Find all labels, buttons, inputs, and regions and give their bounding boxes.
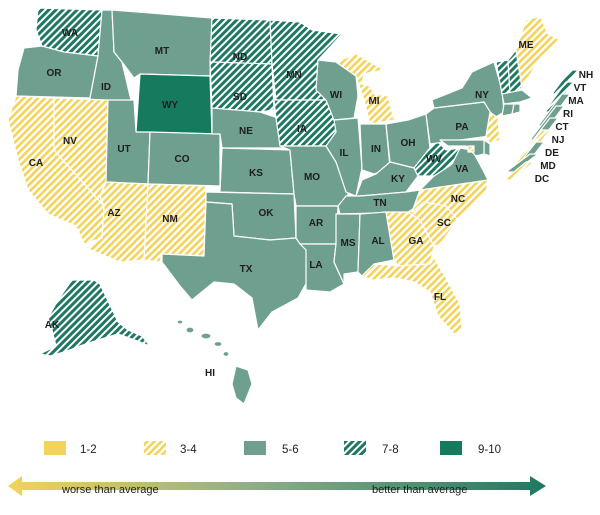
label-NV: NV: [63, 136, 77, 147]
label-ME: ME: [519, 40, 534, 51]
state-MT[interactable]: [111, 9, 213, 79]
legend-label-1-2: 1-2: [80, 444, 97, 456]
label-KY: KY: [391, 174, 405, 185]
label-MI: MI: [368, 96, 379, 107]
label-PA: PA: [455, 122, 468, 133]
label-NH: NH: [579, 70, 593, 81]
label-SD: SD: [233, 92, 247, 103]
legend-swatch-5-6: [244, 441, 266, 455]
legend-item-5-6: 5-6: [244, 441, 299, 456]
state-NJ[interactable]: [485, 111, 501, 145]
label-AR: AR: [309, 218, 324, 229]
label-AK: AK: [45, 320, 60, 331]
label-KS: KS: [249, 168, 263, 179]
label-VT: VT: [574, 83, 587, 94]
label-FL: FL: [434, 292, 446, 303]
scale-arrow: worse than average better than average: [8, 476, 546, 496]
legend-label-7-8: 7-8: [382, 444, 399, 456]
label-OR: OR: [47, 68, 63, 79]
label-ND: ND: [233, 52, 247, 63]
label-CA: CA: [29, 158, 43, 169]
label-MT: MT: [155, 46, 169, 57]
state-MA[interactable]: [501, 89, 533, 105]
label-NE: NE: [239, 126, 253, 137]
state-ME[interactable]: [515, 15, 561, 89]
northeast-callout: [503, 69, 579, 181]
legend-swatch-7-8: [344, 441, 366, 455]
legend-swatch-9-10: [440, 441, 462, 455]
legend-item-3-4: 3-4: [144, 441, 197, 456]
state-WV[interactable]: [413, 139, 461, 177]
label-DE: DE: [545, 148, 559, 159]
state-RI[interactable]: [511, 103, 521, 115]
label-LA: LA: [309, 260, 322, 271]
legend-swatch-3-4: [144, 441, 166, 455]
label-AL: AL: [371, 236, 384, 247]
label-DC: DC: [535, 174, 549, 185]
state-IL[interactable]: [325, 117, 363, 197]
state-NE[interactable]: [211, 107, 289, 149]
label-GA: GA: [409, 236, 424, 247]
label-MS: MS: [341, 238, 356, 249]
label-MA: MA: [568, 96, 584, 107]
state-IA[interactable]: [273, 99, 337, 147]
label-MO: MO: [304, 172, 320, 183]
label-IN: IN: [371, 144, 381, 155]
label-WI: WI: [330, 90, 342, 101]
label-OH: OH: [401, 138, 416, 149]
label-AZ: AZ: [107, 208, 120, 219]
label-MD: MD: [540, 161, 556, 172]
label-CO: CO: [175, 154, 190, 165]
label-RI: RI: [563, 109, 573, 120]
label-TN: TN: [373, 198, 386, 209]
label-CT: CT: [555, 122, 568, 133]
scale-arrow-shape: [8, 476, 546, 496]
legend-label-9-10: 9-10: [478, 444, 501, 456]
state-AK[interactable]: [39, 279, 151, 357]
label-WY: WY: [162, 100, 178, 111]
label-TX: TX: [240, 264, 253, 275]
label-WV: WV: [426, 154, 442, 165]
state-HI[interactable]: [176, 319, 253, 405]
legend-item-9-10: 9-10: [440, 441, 501, 456]
legend: 1-2 3-4 5-6 7-8 9-10: [44, 441, 501, 456]
state-DC[interactable]: [467, 145, 475, 153]
label-HI: HI: [205, 368, 215, 379]
legend-label-3-4: 3-4: [180, 444, 197, 456]
legend-label-5-6: 5-6: [282, 444, 299, 456]
label-NY: NY: [475, 90, 489, 101]
states-layer: [7, 7, 561, 405]
label-IA: IA: [297, 124, 307, 135]
label-ID: ID: [101, 82, 111, 93]
label-VA: VA: [455, 164, 468, 175]
state-MI[interactable]: [335, 53, 395, 125]
label-IL: IL: [340, 148, 349, 159]
label-NJ: NJ: [552, 135, 565, 146]
label-OK: OK: [259, 208, 275, 219]
label-MN: MN: [286, 70, 302, 81]
ne-strip-DC: [503, 161, 535, 181]
state-SD[interactable]: [209, 61, 275, 113]
state-FL[interactable]: [361, 257, 463, 335]
label-WA: WA: [62, 28, 78, 39]
legend-swatch-1-2: [44, 441, 66, 455]
state-labels: WA OR ID MT WY ND SD MN IA NE CA NV UT C…: [29, 28, 593, 379]
label-SC: SC: [437, 218, 451, 229]
label-UT: UT: [117, 144, 130, 155]
label-NC: NC: [451, 194, 465, 205]
legend-item-7-8: 7-8: [344, 441, 399, 456]
legend-item-1-2: 1-2: [44, 441, 97, 456]
arrow-right-label: better than average: [372, 484, 467, 496]
arrow-left-label: worse than average: [61, 484, 159, 496]
label-NM: NM: [162, 214, 178, 225]
